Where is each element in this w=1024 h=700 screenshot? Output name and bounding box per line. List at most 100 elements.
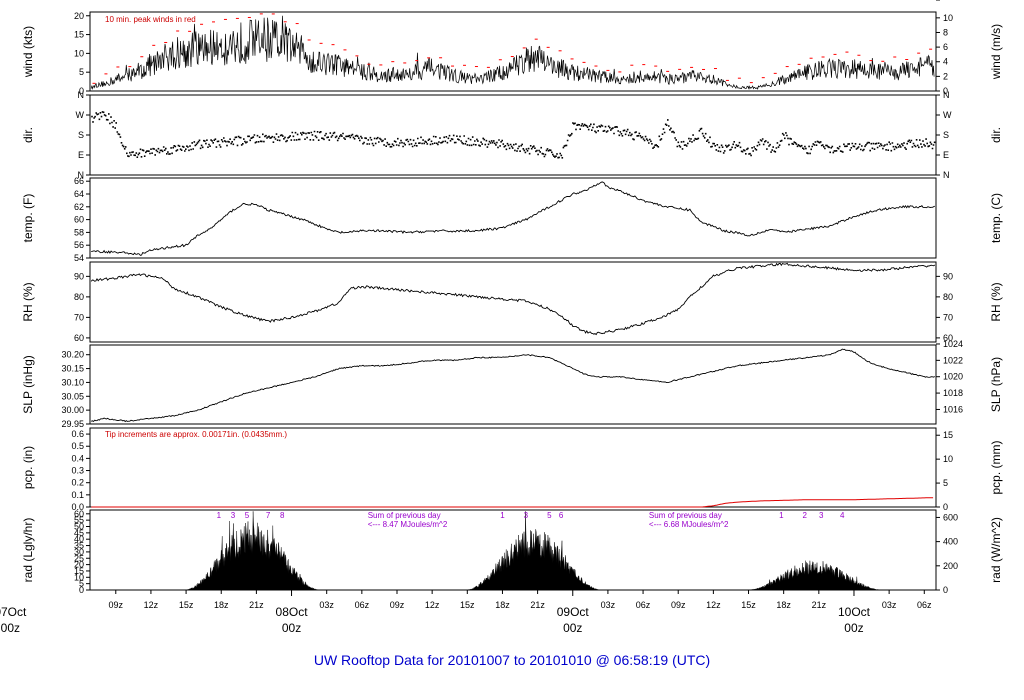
panel-frame (89, 94, 937, 176)
x-tick-label: 09z (671, 600, 686, 610)
left-tick-label: 29.95 (61, 419, 84, 429)
sun-hour-label: 5 (547, 511, 552, 520)
y-axis-label-left: temp. (F) (21, 194, 35, 243)
left-tick-label: 30.20 (61, 350, 84, 360)
x-tick-label: 09z (109, 600, 124, 610)
left-tick-label: 15 (74, 30, 84, 40)
left-tick-label: 60 (74, 333, 84, 343)
pcp-series-line (91, 497, 934, 508)
y-axis-label-left: wind (kts) (21, 26, 35, 78)
x-tick-label: 21z (249, 600, 264, 610)
sun-hour-label: 8 (280, 511, 285, 520)
left-tick-label: S (78, 130, 84, 140)
right-tick-label: 18 (943, 0, 953, 2)
sun-hour-label: 7 (266, 511, 271, 520)
left-tick-label: 62 (74, 202, 84, 212)
right-tick-label: 1024 (943, 339, 963, 349)
panel-frame (89, 427, 937, 508)
direction-points (91, 111, 936, 159)
panel-wind: 0 5 10 15 20 0 2 4 6 8 10 wind (kts) wind (m/s) 10 mi… (21, 11, 1003, 96)
left-tick-label: 55 (74, 515, 84, 525)
left-tick-label: 30 (74, 547, 84, 557)
x-tick-label: 06z (636, 600, 651, 610)
y-axis-label-right: rad (W/m^2) (989, 517, 1003, 583)
day-total-heading: Sum of previous day (368, 511, 441, 520)
x-tick-label: 06z (917, 600, 932, 610)
rad-day-1-area (183, 511, 321, 591)
right-tick-label: 600 (943, 512, 958, 522)
left-tick-label: 30.00 (61, 405, 84, 415)
left-tick-label: 30.10 (61, 377, 84, 387)
left-tick-label: W (76, 110, 85, 120)
x-tick-label: 12z (144, 600, 159, 610)
temp-series-line (91, 181, 936, 256)
left-tick-label: 0 (79, 585, 84, 595)
sun-hour-label: 3 (524, 511, 529, 520)
x-tick-label: 15z (741, 600, 756, 610)
x-tick-label: 21z (530, 600, 545, 610)
wind-series-line (90, 15, 935, 91)
x-tick-label: 18z (214, 600, 229, 610)
slp-series-line (91, 348, 936, 423)
wind-annotation: 10 min. peak winds in red (105, 15, 196, 24)
day-total-heading: Sum of previous day (649, 511, 722, 520)
right-tick-label: 15 (943, 430, 953, 440)
right-tick-label: N (943, 90, 950, 100)
left-tick-label: 66 (74, 176, 84, 186)
left-tick-label: 5 (79, 67, 84, 77)
x-day-hour-label: 00z (563, 621, 582, 635)
left-tick-label: 0.4 (71, 453, 84, 463)
day-total-value: <--- 8.47 MJoules/m^2 (368, 520, 448, 529)
x-axis: 09z 12z 15z 18z 21z 03z 06z 09z 12z 15z 18z 21z 03z 0… (0, 590, 932, 635)
right-tick-label: 8 (943, 27, 948, 37)
left-tick-label: 0.5 (71, 441, 84, 451)
left-tick-label: 45 (74, 528, 84, 538)
x-day-hour-label: 00z (282, 621, 301, 635)
left-tick-label: 0.3 (71, 466, 84, 476)
left-tick-label: 25 (74, 553, 84, 563)
sun-hour-label: 3 (231, 511, 236, 520)
left-tick-label: 20 (74, 11, 84, 21)
right-tick-label: 5 (943, 478, 948, 488)
y-axis-label-right: pcp. (mm) (989, 440, 1003, 494)
x-tick-label: 09z (390, 600, 405, 610)
y-axis-label-right: temp. (C) (989, 193, 1003, 243)
right-tick-label: 10 (943, 454, 953, 464)
x-tick-label: 18z (495, 600, 510, 610)
left-tick-label: E (78, 150, 84, 160)
right-tick-label: S (943, 130, 949, 140)
right-tick-label: 0 (943, 585, 948, 595)
right-tick-label: E (943, 150, 949, 160)
panel-rh: 60 70 80 90 60 70 80 90 RH (%) RH (%) (21, 261, 1003, 343)
left-tick-label: 70 (74, 312, 84, 322)
y-axis-label-left: pcp. (in) (21, 446, 35, 489)
pcp-annotation: Tip increments are approx. 0.00171in. (0… (105, 430, 287, 439)
x-tick-label: 12z (425, 600, 440, 610)
left-tick-label: 60 (74, 215, 84, 225)
rh-series-line (90, 262, 936, 336)
right-tick-label: 10 (943, 13, 953, 23)
right-tick-label: 0 (943, 502, 948, 512)
x-tick-label: 06z (355, 600, 370, 610)
sun-hour-label: 3 (819, 511, 824, 520)
left-tick-label: 80 (74, 292, 84, 302)
left-tick-label: 30.05 (61, 391, 84, 401)
left-tick-label: 0.6 (71, 429, 84, 439)
right-tick-label: 200 (943, 561, 958, 571)
left-tick-label: 58 (74, 227, 84, 237)
y-axis-label-left: dir. (21, 127, 35, 143)
sun-hour-label: 1 (779, 511, 784, 520)
left-tick-label: 56 (74, 240, 84, 250)
sun-hour-label: 5 (245, 511, 250, 520)
right-tick-label: 1016 (943, 404, 963, 414)
right-tick-label: 12 (943, 0, 953, 2)
x-tick-label: 03z (319, 600, 334, 610)
x-day-label: 09Oct (557, 605, 590, 619)
x-tick-label: 15z (179, 600, 194, 610)
x-day-label: 10Oct (838, 605, 871, 619)
rad-day-2-area (465, 511, 603, 591)
right-tick-label: 14 (943, 0, 953, 2)
